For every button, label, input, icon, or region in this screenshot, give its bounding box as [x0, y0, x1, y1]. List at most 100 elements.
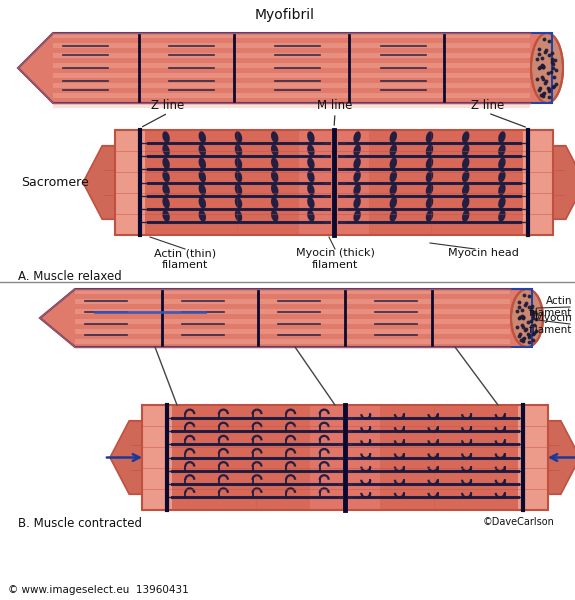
Ellipse shape	[390, 184, 397, 196]
Ellipse shape	[162, 145, 170, 156]
Ellipse shape	[390, 197, 397, 209]
Ellipse shape	[426, 210, 433, 222]
Ellipse shape	[198, 131, 206, 143]
Ellipse shape	[235, 158, 242, 169]
Ellipse shape	[426, 131, 433, 143]
Bar	[75, 329, 510, 334]
Ellipse shape	[462, 170, 469, 182]
Ellipse shape	[354, 145, 361, 156]
Polygon shape	[18, 33, 53, 103]
Ellipse shape	[235, 131, 242, 143]
Ellipse shape	[498, 210, 505, 222]
Bar	[115, 130, 145, 235]
Ellipse shape	[198, 170, 206, 182]
Ellipse shape	[354, 131, 361, 143]
Text: Myocin (thick)
filament: Myocin (thick) filament	[296, 248, 374, 269]
Ellipse shape	[162, 131, 170, 143]
Ellipse shape	[307, 197, 315, 209]
Polygon shape	[510, 289, 532, 347]
Bar	[142, 405, 548, 510]
Ellipse shape	[498, 170, 505, 182]
Ellipse shape	[271, 131, 278, 143]
Ellipse shape	[462, 197, 469, 209]
Text: ©DaveCarlson: ©DaveCarlson	[483, 517, 555, 527]
Ellipse shape	[426, 158, 433, 169]
Ellipse shape	[235, 184, 242, 196]
Ellipse shape	[271, 184, 278, 196]
Text: © www.imageselect.eu  13960431: © www.imageselect.eu 13960431	[8, 585, 189, 595]
Ellipse shape	[498, 197, 505, 209]
Ellipse shape	[462, 184, 469, 196]
Ellipse shape	[354, 184, 361, 196]
Ellipse shape	[390, 145, 397, 156]
Ellipse shape	[271, 197, 278, 209]
Polygon shape	[83, 146, 115, 219]
Bar	[523, 130, 553, 235]
Bar	[75, 289, 510, 294]
Ellipse shape	[307, 145, 315, 156]
Bar	[53, 93, 530, 98]
Ellipse shape	[354, 170, 361, 182]
Text: Myocin
filament: Myocin filament	[528, 313, 572, 335]
Ellipse shape	[198, 184, 206, 196]
Ellipse shape	[235, 197, 242, 209]
Ellipse shape	[307, 131, 315, 143]
Bar	[53, 33, 530, 38]
Bar	[53, 43, 530, 48]
Ellipse shape	[354, 210, 361, 222]
Text: B. Muscle contracted: B. Muscle contracted	[18, 517, 142, 530]
Ellipse shape	[271, 145, 278, 156]
Bar	[53, 33, 530, 103]
Ellipse shape	[426, 170, 433, 182]
Bar	[53, 83, 530, 88]
Ellipse shape	[162, 184, 170, 196]
Polygon shape	[110, 421, 142, 494]
Bar	[53, 53, 530, 58]
Ellipse shape	[426, 145, 433, 156]
Bar	[142, 405, 548, 510]
Text: Sacromere: Sacromere	[21, 176, 89, 189]
Bar	[75, 309, 510, 314]
Ellipse shape	[307, 170, 315, 182]
Bar	[115, 130, 553, 235]
Ellipse shape	[390, 210, 397, 222]
Text: M line: M line	[317, 99, 352, 112]
Text: Myofibril: Myofibril	[255, 8, 315, 22]
Polygon shape	[553, 146, 575, 219]
Bar	[53, 63, 530, 68]
Ellipse shape	[235, 170, 242, 182]
Ellipse shape	[426, 184, 433, 196]
Ellipse shape	[531, 33, 563, 103]
Ellipse shape	[162, 158, 170, 169]
Ellipse shape	[462, 210, 469, 222]
Ellipse shape	[162, 197, 170, 209]
Ellipse shape	[271, 210, 278, 222]
Ellipse shape	[162, 170, 170, 182]
Polygon shape	[530, 33, 552, 103]
Ellipse shape	[162, 210, 170, 222]
Bar	[75, 289, 510, 347]
Ellipse shape	[462, 145, 469, 156]
Ellipse shape	[307, 210, 315, 222]
Ellipse shape	[198, 210, 206, 222]
Bar	[53, 103, 530, 108]
Bar	[53, 73, 530, 78]
Ellipse shape	[390, 131, 397, 143]
Ellipse shape	[511, 289, 543, 347]
Ellipse shape	[426, 197, 433, 209]
Bar	[518, 405, 548, 510]
Text: Myocin head: Myocin head	[447, 248, 519, 258]
Ellipse shape	[354, 158, 361, 169]
Ellipse shape	[198, 145, 206, 156]
Bar	[142, 405, 172, 510]
Ellipse shape	[235, 210, 242, 222]
Polygon shape	[40, 289, 75, 347]
Text: Z line: Z line	[151, 99, 185, 112]
Ellipse shape	[462, 158, 469, 169]
Text: Actin (thin)
filament: Actin (thin) filament	[154, 248, 216, 269]
Polygon shape	[548, 421, 575, 494]
Text: A. Muscle relaxed: A. Muscle relaxed	[18, 270, 122, 283]
Ellipse shape	[271, 170, 278, 182]
Ellipse shape	[498, 158, 505, 169]
Ellipse shape	[498, 184, 505, 196]
